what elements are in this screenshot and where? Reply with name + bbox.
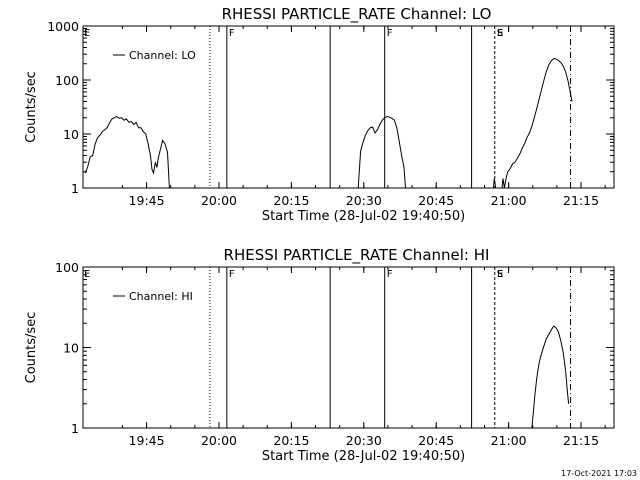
plot-frame bbox=[82, 25, 615, 189]
legend-label: Channel: HI bbox=[129, 290, 193, 303]
event-marker-label: F bbox=[229, 28, 235, 39]
x-tick-label: 20:15 bbox=[273, 433, 309, 448]
event-marker-label: S bbox=[497, 28, 503, 39]
panel-hi: RHESSI PARTICLE_RATE Channel: HIF F SE E19:… bbox=[24, 246, 615, 464]
data-series-line bbox=[357, 116, 406, 189]
x-axis-label: Start Time (28-Jul-02 19:40:50) bbox=[262, 449, 465, 464]
chart-title: RHESSI PARTICLE_RATE Channel: LO bbox=[222, 5, 492, 24]
y-axis-label: Counts/sec bbox=[24, 71, 39, 143]
x-tick-label: 19:45 bbox=[129, 433, 165, 448]
x-axis-label: Start Time (28-Jul-02 19:40:50) bbox=[262, 209, 465, 224]
data-series-line bbox=[84, 116, 170, 189]
x-tick-label: 20:45 bbox=[418, 193, 454, 208]
y-axis-label: Counts/sec bbox=[24, 312, 39, 384]
x-tick-label: 20:00 bbox=[201, 193, 237, 208]
x-tick-label: 20:00 bbox=[201, 433, 237, 448]
data-series-line bbox=[501, 57, 573, 189]
x-tick-label: 20:45 bbox=[418, 433, 454, 448]
y-tick-label: 10 bbox=[63, 341, 79, 356]
y-tick-label: 10 bbox=[63, 127, 79, 142]
event-marker-label: S bbox=[497, 269, 503, 280]
timestamp-label: 17-Oct-2021 17:03 bbox=[561, 469, 637, 478]
x-tick-label: 20:30 bbox=[346, 193, 382, 208]
x-tick-label: 19:45 bbox=[129, 193, 165, 208]
event-marker-label: F bbox=[387, 269, 393, 280]
corner-label: E bbox=[497, 269, 503, 280]
event-marker-label: F bbox=[229, 269, 235, 280]
data-series-line bbox=[492, 178, 497, 189]
legend-label: Channel: LO bbox=[129, 49, 196, 62]
x-tick-label: 21:15 bbox=[563, 433, 599, 448]
x-tick-label: 21:00 bbox=[491, 433, 527, 448]
x-tick-label: 20:30 bbox=[346, 433, 382, 448]
y-tick-label: 1 bbox=[71, 181, 79, 196]
data-series-line bbox=[531, 325, 570, 429]
x-tick-label: 21:15 bbox=[563, 193, 599, 208]
x-tick-label: 21:00 bbox=[491, 193, 527, 208]
event-marker-label: F bbox=[387, 28, 393, 39]
y-tick-label: 1 bbox=[71, 421, 79, 436]
y-tick-label: 1000 bbox=[47, 19, 79, 34]
corner-label: E bbox=[84, 28, 90, 39]
y-tick-label: 100 bbox=[55, 260, 79, 275]
corner-label: E bbox=[84, 269, 90, 280]
chart-title: RHESSI PARTICLE_RATE Channel: HI bbox=[224, 246, 490, 265]
panel-lo: RHESSI PARTICLE_RATE Channel: LOF F SE E19:… bbox=[24, 5, 615, 224]
y-tick-label: 100 bbox=[55, 73, 79, 88]
x-tick-label: 20:15 bbox=[273, 193, 309, 208]
corner-label: E bbox=[497, 28, 503, 39]
